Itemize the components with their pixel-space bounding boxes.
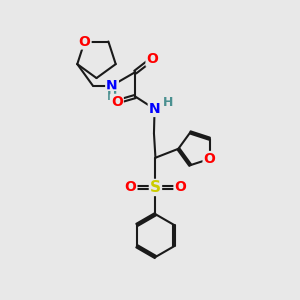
Text: H: H: [163, 96, 173, 109]
Text: S: S: [150, 180, 161, 195]
Text: O: O: [146, 52, 158, 66]
Text: N: N: [149, 102, 161, 116]
Text: H: H: [107, 90, 117, 103]
Text: O: O: [124, 181, 136, 194]
Text: N: N: [106, 79, 118, 92]
Text: O: O: [175, 181, 186, 194]
Text: O: O: [204, 152, 215, 166]
Text: O: O: [111, 95, 123, 109]
Text: O: O: [79, 34, 91, 49]
